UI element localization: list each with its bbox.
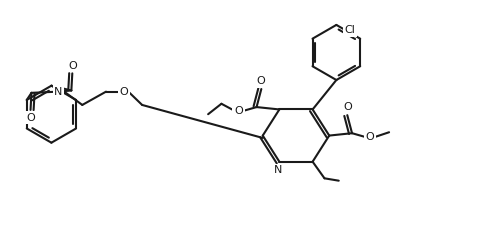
Text: O: O xyxy=(344,102,353,112)
Text: O: O xyxy=(68,61,76,71)
Text: O: O xyxy=(366,132,374,142)
Text: O: O xyxy=(26,113,35,122)
Text: O: O xyxy=(256,76,265,86)
Text: O: O xyxy=(120,87,129,97)
Text: N: N xyxy=(54,87,63,97)
Text: Cl: Cl xyxy=(344,25,355,35)
Text: O: O xyxy=(234,106,243,116)
Text: N: N xyxy=(274,165,282,175)
